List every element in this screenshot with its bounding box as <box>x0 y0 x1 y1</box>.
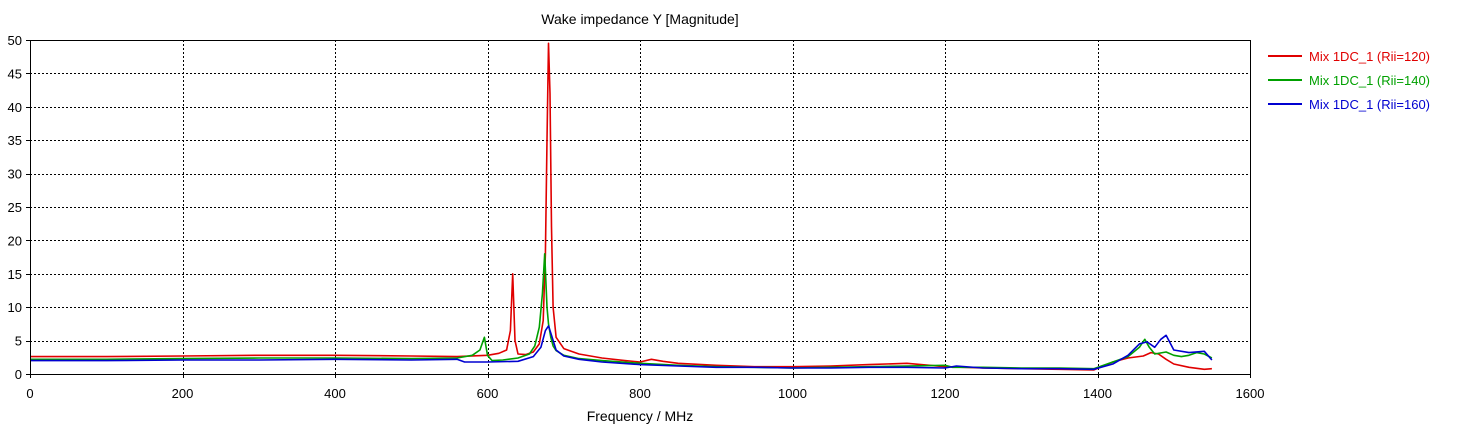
y-tick-label: 5 <box>15 334 22 349</box>
legend-label-1: Mix 1DC_1 (Rii=140) <box>1309 73 1430 88</box>
y-tick-label: 40 <box>8 100 22 115</box>
y-tick-label: 20 <box>8 233 22 248</box>
x-tick-label: 1000 <box>778 386 807 401</box>
x-tick-label: 1400 <box>1083 386 1112 401</box>
x-tick-label: 200 <box>172 386 194 401</box>
y-tick-label: 25 <box>8 200 22 215</box>
chart-title: Wake impedance Y [Magnitude] <box>541 11 738 27</box>
y-tick-label: 35 <box>8 133 22 148</box>
x-tick-label: 1200 <box>931 386 960 401</box>
legend-label-0: Mix 1DC_1 (Rii=120) <box>1309 49 1430 64</box>
series-layer <box>30 42 1213 371</box>
y-tick-label: 45 <box>8 66 22 81</box>
grid-layer <box>30 40 1250 374</box>
x-tick-label: 400 <box>324 386 346 401</box>
y-tick-label: 15 <box>8 267 22 282</box>
y-tick-label: 30 <box>8 167 22 182</box>
x-tick-label: 800 <box>629 386 651 401</box>
x-tick-label: 0 <box>26 386 33 401</box>
y-tick-label: 10 <box>8 300 22 315</box>
legend-label-2: Mix 1DC_1 (Rii=160) <box>1309 97 1430 112</box>
series-line-2 <box>30 325 1213 371</box>
x-tick-label: 1600 <box>1236 386 1265 401</box>
x-axis-label: Frequency / MHz <box>587 408 694 424</box>
legend: Mix 1DC_1 (Rii=120) Mix 1DC_1 (Rii=140) Mi… <box>1268 49 1430 112</box>
y-tick-label: 50 <box>8 33 22 48</box>
series-line-1 <box>30 253 1213 370</box>
y-tick-label: 0 <box>15 367 22 382</box>
tick-layer: 0 200 400 600 800 1000 1200 1400 1600 0 5 10 15 20 25 3… <box>8 33 1265 401</box>
x-tick-label: 600 <box>477 386 499 401</box>
